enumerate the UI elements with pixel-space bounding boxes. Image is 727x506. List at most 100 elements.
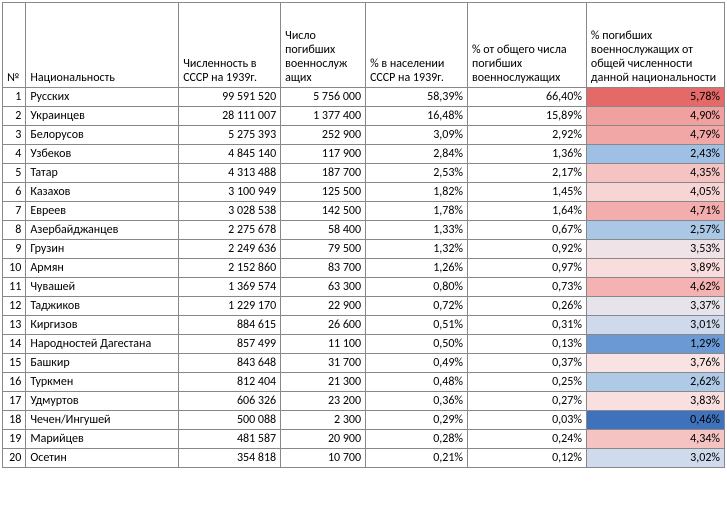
cell-pct-loss: 2,57% (586, 221, 724, 240)
cell-pct-dead: 0,13% (468, 335, 587, 354)
cell-dead: 2 300 (281, 411, 366, 430)
table-row: 10Армян2 152 86083 7001,26%0,97%3,89% (3, 259, 725, 278)
cell-population: 4 313 488 (179, 164, 281, 183)
cell-pct-loss: 3,02% (586, 449, 724, 468)
cell-num: 18 (3, 411, 26, 430)
cell-population: 3 100 949 (179, 183, 281, 202)
header-population: Численность в СССР на 1939г. (179, 3, 281, 88)
cell-dead: 22 900 (281, 297, 366, 316)
table-row: 9Грузин2 249 63679 5001,32%0,92%3,53% (3, 240, 725, 259)
cell-pct-dead: 0,31% (468, 316, 587, 335)
cell-pct-pop: 0,29% (366, 411, 468, 430)
cell-pct-loss: 1,29% (586, 335, 724, 354)
cell-dead: 5 756 000 (281, 88, 366, 107)
cell-pct-dead: 0,26% (468, 297, 587, 316)
cell-num: 7 (3, 202, 26, 221)
table-row: 3Белорусов5 275 393252 9003,09%2,92%4,79… (3, 126, 725, 145)
table-row: 15Башкир843 64831 7000,49%0,37%3,76% (3, 354, 725, 373)
cell-nationality: Армян (26, 259, 179, 278)
cell-pct-pop: 3,09% (366, 126, 468, 145)
table-row: 6Казахов3 100 949125 5001,82%1,45%4,05% (3, 183, 725, 202)
cell-pct-pop: 1,32% (366, 240, 468, 259)
table-row: 20Осетин354 81810 7000,21%0,12%3,02% (3, 449, 725, 468)
cell-pct-loss: 4,62% (586, 278, 724, 297)
cell-nationality: Евреев (26, 202, 179, 221)
cell-pct-dead: 2,17% (468, 164, 587, 183)
cell-pct-loss: 3,83% (586, 392, 724, 411)
cell-pct-pop: 0,21% (366, 449, 468, 468)
table-row: 11Чувашей1 369 57463 3000,80%0,73%4,62% (3, 278, 725, 297)
cell-population: 1 229 170 (179, 297, 281, 316)
cell-dead: 1 377 400 (281, 107, 366, 126)
cell-pct-loss: 5,78% (586, 88, 724, 107)
cell-dead: 79 500 (281, 240, 366, 259)
cell-population: 500 088 (179, 411, 281, 430)
cell-pct-pop: 0,72% (366, 297, 468, 316)
cell-num: 1 (3, 88, 26, 107)
cell-dead: 83 700 (281, 259, 366, 278)
cell-population: 2 249 636 (179, 240, 281, 259)
table-row: 13Киргизов884 61526 6000,51%0,31%3,01% (3, 316, 725, 335)
cell-nationality: Марийцев (26, 430, 179, 449)
cell-nationality: Удмуртов (26, 392, 179, 411)
cell-population: 5 275 393 (179, 126, 281, 145)
cell-pct-loss: 4,90% (586, 107, 724, 126)
cell-pct-loss: 3,76% (586, 354, 724, 373)
cell-num: 6 (3, 183, 26, 202)
cell-dead: 23 200 (281, 392, 366, 411)
cell-num: 2 (3, 107, 26, 126)
cell-pct-loss: 2,43% (586, 145, 724, 164)
cell-num: 14 (3, 335, 26, 354)
cell-dead: 117 900 (281, 145, 366, 164)
cell-pct-loss: 4,79% (586, 126, 724, 145)
cell-num: 13 (3, 316, 26, 335)
cell-population: 2 152 860 (179, 259, 281, 278)
cell-pct-pop: 2,53% (366, 164, 468, 183)
cell-pct-dead: 0,03% (468, 411, 587, 430)
cell-pct-pop: 0,51% (366, 316, 468, 335)
cell-pct-loss: 3,53% (586, 240, 724, 259)
cell-num: 19 (3, 430, 26, 449)
header-row: № Национальность Численность в СССР на 1… (3, 3, 725, 88)
header-nationality: Национальность (26, 3, 179, 88)
cell-dead: 20 900 (281, 430, 366, 449)
cell-pct-loss: 3,37% (586, 297, 724, 316)
cell-pct-dead: 66,40% (468, 88, 587, 107)
cell-dead: 63 300 (281, 278, 366, 297)
cell-pct-pop: 2,84% (366, 145, 468, 164)
cell-nationality: Русских (26, 88, 179, 107)
cell-nationality: Грузин (26, 240, 179, 259)
cell-pct-loss: 3,89% (586, 259, 724, 278)
cell-nationality: Узбеков (26, 145, 179, 164)
cell-num: 20 (3, 449, 26, 468)
cell-pct-loss: 2,62% (586, 373, 724, 392)
header-dead: Число погибших военнослуж ащих (281, 3, 366, 88)
cell-pct-pop: 58,39% (366, 88, 468, 107)
cell-pct-dead: 0,24% (468, 430, 587, 449)
cell-population: 3 028 538 (179, 202, 281, 221)
cell-dead: 10 700 (281, 449, 366, 468)
cell-nationality: Чувашей (26, 278, 179, 297)
cell-pct-pop: 1,33% (366, 221, 468, 240)
cell-nationality: Казахов (26, 183, 179, 202)
cell-population: 4 845 140 (179, 145, 281, 164)
cell-dead: 187 700 (281, 164, 366, 183)
cell-pct-loss: 0,46% (586, 411, 724, 430)
cell-dead: 31 700 (281, 354, 366, 373)
cell-pct-dead: 0,12% (468, 449, 587, 468)
table-row: 8Азербайджанцев2 275 67858 4001,33%0,67%… (3, 221, 725, 240)
table-row: 4Узбеков4 845 140117 9002,84%1,36%2,43% (3, 145, 725, 164)
cell-pct-dead: 0,27% (468, 392, 587, 411)
cell-dead: 125 500 (281, 183, 366, 202)
cell-pct-dead: 0,92% (468, 240, 587, 259)
cell-nationality: Башкир (26, 354, 179, 373)
table-row: 18Чечен/Ингушей500 0882 3000,29%0,03%0,4… (3, 411, 725, 430)
cell-num: 3 (3, 126, 26, 145)
table-row: 14Народностей Дагестана857 49911 1000,50… (3, 335, 725, 354)
cell-nationality: Белорусов (26, 126, 179, 145)
cell-num: 12 (3, 297, 26, 316)
cell-dead: 58 400 (281, 221, 366, 240)
cell-pct-loss: 3,01% (586, 316, 724, 335)
header-pct-dead: % от общего числа погибших военнослужащи… (468, 3, 587, 88)
cell-pct-dead: 1,36% (468, 145, 587, 164)
